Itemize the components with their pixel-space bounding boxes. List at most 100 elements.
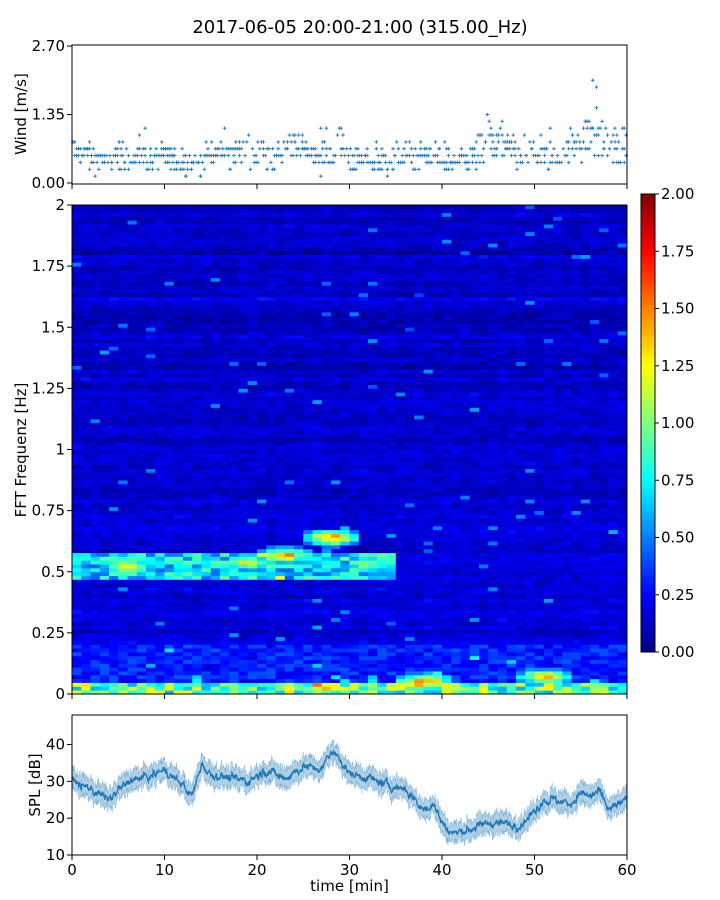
spectrogram-cell <box>617 667 628 672</box>
spectrogram-cell <box>331 629 341 634</box>
spectrogram-cell <box>451 629 461 634</box>
spectrogram-cell <box>423 499 434 504</box>
spectrogram-cell <box>303 464 313 469</box>
spectrogram-cell <box>580 510 591 515</box>
spectrogram-cell <box>331 487 341 492</box>
spectrogram-cell <box>164 468 175 473</box>
spectrogram-cell <box>617 648 628 653</box>
spectrogram-cell <box>340 453 350 458</box>
spectrogram-cell <box>516 613 526 618</box>
spectrogram-cell <box>525 686 535 691</box>
spectrogram-cell <box>164 548 175 554</box>
spectrogram-cell <box>229 567 239 573</box>
spectrogram-cell <box>294 548 304 554</box>
spectrogram-cell <box>136 529 147 534</box>
spectrogram-cell <box>81 598 91 603</box>
spectrogram-cell <box>442 560 452 565</box>
spectrogram-cell <box>201 525 212 531</box>
spectrogram-cell <box>386 460 397 466</box>
spectrogram-cell <box>460 518 471 523</box>
spectrogram-cell <box>183 476 193 481</box>
spectrogram-cell <box>312 506 323 512</box>
spectrogram-cell <box>229 438 239 443</box>
spectrogram-cell <box>192 468 202 473</box>
spectrogram-cell <box>210 629 221 634</box>
spectrogram-cell <box>247 663 258 668</box>
spectrogram-cell <box>183 655 193 661</box>
spectrogram-cell <box>608 430 619 435</box>
spectrogram-cell <box>368 522 378 527</box>
spectrogram-cell <box>368 560 378 565</box>
spectrogram-cell <box>127 514 138 519</box>
spectrogram-cell <box>386 541 397 546</box>
wind-point <box>137 146 142 151</box>
spectrogram-cell <box>571 587 582 592</box>
spectrogram-cell <box>173 606 184 611</box>
wind-point <box>293 140 297 144</box>
spectrogram-cell <box>303 571 313 576</box>
spectrogram-cell <box>506 617 517 622</box>
spectrogram-cell <box>377 495 387 500</box>
spectrogram-cell <box>516 537 526 542</box>
spectrogram-cell <box>423 525 434 531</box>
spectrogram-cell <box>294 621 304 626</box>
spectrogram-cell <box>377 476 387 481</box>
spectrogram-cell <box>358 514 369 519</box>
spectrogram-cell <box>220 567 230 573</box>
spectrogram-cell <box>414 655 424 661</box>
spectrogram-cell <box>201 472 212 477</box>
spectrogram-cell <box>173 418 184 424</box>
spectrogram-cell <box>543 556 554 561</box>
spectrogram-cell <box>294 644 304 649</box>
spectrogram-cell <box>562 453 572 458</box>
spectrogram-cell <box>136 491 147 496</box>
spectrogram-cell <box>109 499 119 504</box>
spectrogram-cell <box>210 438 221 443</box>
spectrogram-cell <box>183 499 193 504</box>
spectrogram-cell <box>405 491 415 496</box>
spectrogram-cell <box>118 522 128 527</box>
spectrogram-cell <box>617 502 628 508</box>
spectrogram-cell <box>155 510 165 515</box>
spectrogram-cell <box>442 575 452 580</box>
spectrogram-cell <box>358 598 369 603</box>
spectrogram-cell <box>497 441 508 447</box>
spectrogram-cell <box>192 438 202 443</box>
spectrogram-cell <box>321 579 332 584</box>
spectrogram-cell <box>497 640 508 645</box>
spectrogram-cell <box>173 438 184 443</box>
spectrogram-cell <box>257 483 267 489</box>
spectrogram-cell <box>229 609 239 615</box>
spectrogram-cell <box>238 663 249 668</box>
spectrogram-cell <box>331 552 341 557</box>
spectrogram-cell <box>562 556 572 561</box>
spectrogram-cell <box>599 533 609 538</box>
spectrogram-cell <box>377 594 387 599</box>
spectrogram-cell <box>460 686 471 691</box>
spectrogram-cell <box>173 510 184 515</box>
spectrogram-cell <box>90 499 101 504</box>
spectrogram-cell <box>580 629 591 634</box>
spectrogram-cell <box>386 426 397 431</box>
spectrogram-cell <box>460 575 471 580</box>
spectrogram-cell <box>312 644 323 649</box>
spectrogram-cell <box>442 567 452 573</box>
spectrogram-cell <box>303 625 313 630</box>
spectrogram-cell <box>423 457 434 462</box>
spectrogram-cell <box>238 483 249 489</box>
spectrogram-cell <box>238 457 249 462</box>
spectrogram-cell <box>257 499 267 504</box>
wind-point <box>339 126 343 130</box>
spectrogram-cell <box>118 541 128 546</box>
spectrogram-cell <box>423 651 434 657</box>
spectrogram-cell <box>617 499 628 504</box>
spectrogram-cell <box>136 583 147 588</box>
spectrogram-cell <box>99 522 110 527</box>
spectrogram-cell <box>553 499 563 504</box>
spectrogram-cell <box>146 640 156 645</box>
spectrogram-cell <box>247 587 258 592</box>
spectrogram-cell <box>275 648 286 653</box>
spectrogram-cell <box>331 506 341 512</box>
spectrogram-cell <box>201 659 212 664</box>
spectrogram-cell <box>358 502 369 508</box>
